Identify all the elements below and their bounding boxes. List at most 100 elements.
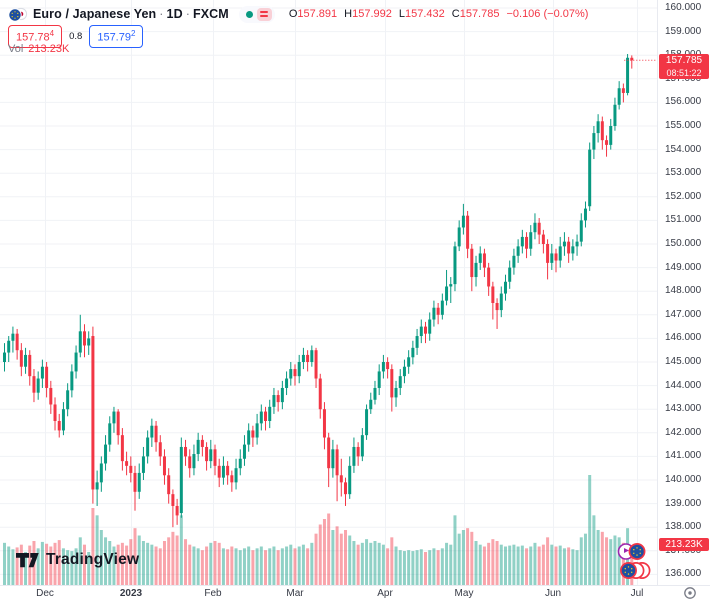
interval-label[interactable]: 1D bbox=[166, 7, 183, 21]
volume-bar bbox=[289, 544, 293, 585]
candle-body bbox=[529, 232, 533, 249]
volume-bar bbox=[230, 546, 234, 585]
volume-bar bbox=[453, 515, 457, 585]
sell-button[interactable]: 157.784 bbox=[8, 25, 63, 48]
volume-bar bbox=[335, 526, 339, 585]
volume-bar bbox=[49, 546, 53, 585]
volume-bar bbox=[617, 537, 621, 585]
candle-body bbox=[533, 222, 537, 233]
volume-bar bbox=[360, 542, 364, 585]
candle-body bbox=[445, 286, 449, 301]
candle-body bbox=[108, 423, 112, 445]
tradingview-logo-text: TradingView bbox=[46, 551, 140, 568]
candle-body bbox=[11, 333, 15, 341]
volume-bar bbox=[554, 546, 558, 585]
buy-button[interactable]: 157.792 bbox=[89, 25, 144, 48]
candle-body bbox=[112, 411, 116, 424]
volume-bar bbox=[264, 550, 268, 585]
candle-body bbox=[74, 352, 78, 372]
volume-bar bbox=[45, 543, 49, 585]
candle-body bbox=[630, 57, 634, 61]
volume-bar bbox=[108, 541, 112, 585]
price-tick-label: 138.000 bbox=[665, 521, 702, 533]
candle-body bbox=[541, 234, 545, 244]
volume-bar bbox=[520, 545, 524, 585]
volume-bar bbox=[276, 550, 280, 585]
candle-body bbox=[592, 133, 596, 150]
market-open-dot-icon[interactable] bbox=[245, 10, 253, 18]
candle-body bbox=[129, 465, 133, 473]
volume-bar bbox=[583, 533, 587, 585]
candle-body bbox=[621, 88, 625, 93]
volume-bar bbox=[36, 548, 40, 585]
candle-body bbox=[53, 404, 57, 421]
price-tick-label: 147.000 bbox=[665, 308, 702, 320]
volume-bar bbox=[11, 549, 15, 585]
volume-bar bbox=[104, 537, 108, 585]
volume-bar bbox=[238, 550, 242, 585]
candle-body bbox=[91, 336, 95, 490]
candle-body bbox=[104, 444, 108, 464]
last-price-badge[interactable]: 157.785 08:51:22 bbox=[659, 53, 709, 79]
candle-body bbox=[3, 352, 6, 362]
volume-bar bbox=[424, 552, 427, 585]
volume-bar bbox=[626, 528, 630, 585]
candle-body bbox=[137, 472, 141, 492]
candle-body bbox=[251, 430, 255, 438]
volume-bar bbox=[495, 541, 499, 585]
axis-settings-icon[interactable] bbox=[683, 586, 697, 600]
candle-body bbox=[242, 444, 246, 459]
economic-calendar-icon[interactable] bbox=[256, 7, 272, 21]
symbol-pair-logo-icon bbox=[8, 7, 28, 22]
volume-bar bbox=[74, 548, 78, 585]
volume-bar bbox=[461, 530, 465, 585]
volume-bar bbox=[331, 530, 335, 585]
price-tick-label: 160.000 bbox=[665, 2, 702, 13]
candle-body bbox=[125, 461, 129, 466]
candle-body bbox=[205, 446, 209, 462]
volume-bar bbox=[99, 530, 103, 585]
volume-bar bbox=[184, 539, 188, 585]
volume-bar bbox=[411, 551, 415, 585]
price-axis[interactable]: 157.785 08:51:22 213.23K 160.000 159.000 1… bbox=[657, 0, 710, 585]
candle-body bbox=[175, 505, 179, 516]
candle-body bbox=[264, 411, 268, 421]
tradingview-logo[interactable]: TradingView bbox=[16, 551, 139, 569]
symbol-name[interactable]: Euro / Japanese Yen bbox=[33, 7, 157, 21]
volume-bar bbox=[579, 537, 583, 585]
volume-bar bbox=[3, 542, 6, 585]
candle-body bbox=[285, 378, 289, 388]
time-tick-label: Jun bbox=[544, 588, 562, 599]
volume-bar bbox=[503, 546, 507, 585]
volume-bar bbox=[272, 546, 276, 585]
exchange-label[interactable]: FXCM bbox=[192, 7, 229, 21]
symbol-title[interactable]: Euro / Japanese Yen · 1D · FXCM bbox=[33, 7, 229, 21]
volume-bar bbox=[280, 548, 284, 585]
volume-bar bbox=[482, 546, 486, 585]
candle-body bbox=[626, 57, 630, 93]
candle-body bbox=[196, 439, 200, 455]
candle-body bbox=[424, 326, 427, 334]
change-value: −0.106 (−0.07%) bbox=[506, 8, 589, 20]
volume-bar bbox=[575, 550, 579, 585]
candle-body bbox=[487, 267, 491, 287]
market-status-pill bbox=[238, 5, 275, 23]
price-tick-label: 136.000 bbox=[665, 568, 702, 580]
volume-bar bbox=[365, 539, 369, 585]
volume-bar bbox=[146, 542, 150, 585]
volume-bar bbox=[112, 546, 116, 585]
candle-body bbox=[24, 354, 28, 367]
candle-body bbox=[171, 494, 175, 506]
volume-bar bbox=[630, 545, 634, 585]
volume-bar bbox=[141, 541, 145, 585]
candle-body bbox=[579, 220, 583, 242]
open-label: O bbox=[288, 8, 298, 20]
volume-bar bbox=[154, 546, 158, 585]
volume-bar bbox=[171, 531, 175, 585]
candle-body bbox=[7, 340, 11, 353]
time-axis[interactable]: Dec 2023 Feb Mar Apr May Jun Jul bbox=[0, 585, 710, 600]
price-tick-label: 156.000 bbox=[665, 96, 702, 108]
volume-bar bbox=[381, 544, 385, 585]
candle-body bbox=[57, 421, 61, 431]
